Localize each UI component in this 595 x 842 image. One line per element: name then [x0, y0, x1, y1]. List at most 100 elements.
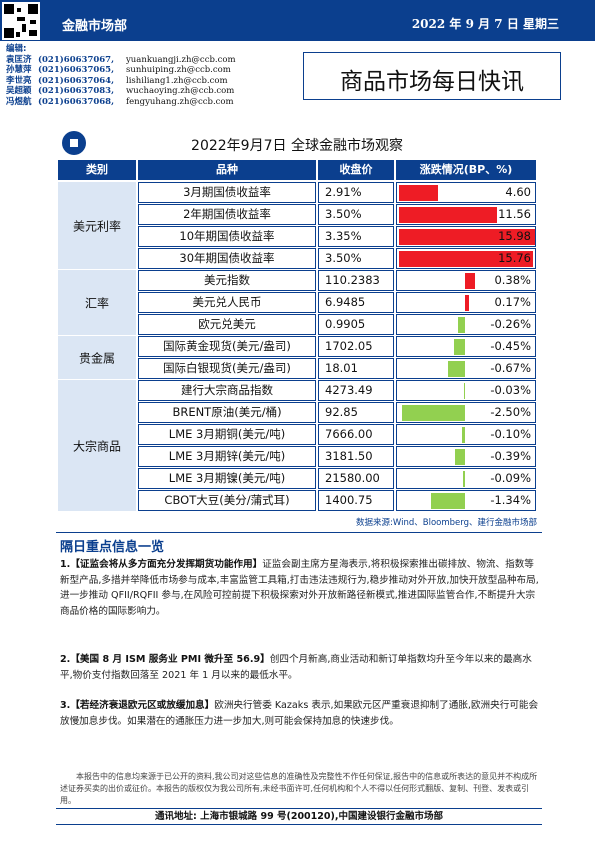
- news-index: 1.: [60, 559, 71, 570]
- instrument-name: 美元兑人民币: [138, 292, 316, 313]
- change-bar: [464, 383, 465, 399]
- ccb-logo-icon: [62, 131, 86, 155]
- closing-price: 3.50%: [318, 204, 394, 225]
- change-value: -0.67%: [490, 361, 531, 375]
- change-value: -2.50%: [490, 405, 531, 419]
- qr-code-icon: [2, 2, 40, 40]
- change-bar: [399, 207, 498, 223]
- editor-row: 袁匡济 (021)60637067, yuankuangji.zh@ccb.com: [6, 55, 296, 66]
- instrument-name: LME 3月期镍(美元/吨): [138, 468, 316, 489]
- change-value: -0.26%: [490, 317, 531, 331]
- closing-price: 1400.75: [318, 490, 394, 511]
- editor-phone: (021)60637068,: [38, 96, 115, 107]
- disclaimer: 本报告中的信息均来源于已公开的资料,我公司对这些信息的准确性及完整性不作任何保证…: [60, 772, 538, 805]
- editor-phone: (021)60637065,: [38, 65, 115, 75]
- change-value: 15.98: [498, 229, 531, 243]
- instrument-name: LME 3月期铜(美元/吨): [138, 424, 316, 445]
- instrument-name: CBOT大豆(美分/蒲式耳): [138, 490, 316, 511]
- change-cell: -0.45%: [396, 336, 536, 357]
- category-label: 大宗商品: [72, 439, 121, 453]
- editor-name: 李世亮: [6, 75, 32, 86]
- change-bar: [455, 449, 465, 465]
- header-bar: 金融市场部 2022 年 9 月 7 日 星期三: [0, 0, 595, 41]
- change-value: 0.38%: [494, 273, 531, 287]
- change-value: 0.17%: [494, 295, 531, 309]
- change-cell: 4.60: [396, 182, 536, 203]
- change-bar: [399, 251, 533, 267]
- change-value: -1.34%: [490, 493, 531, 507]
- footer-address: 通讯地址: 上海市银城路 99 号(200120),中国建设银行金融市场部: [56, 808, 542, 825]
- editor-email[interactable]: lishiliang1.zh@ccb.com: [126, 75, 228, 86]
- change-bar: [399, 229, 535, 245]
- news-headline: 【若经济衰退欧元区或放缓加息】: [70, 700, 215, 711]
- editors-label: 编辑:: [6, 44, 27, 54]
- news-item: 3.【若经济衰退欧元区或放缓加息】欧洲央行管委 Kazaks 表示,如果欧元区严…: [60, 698, 540, 729]
- news-headline: 【美国 8 月 ISM 服务业 PMI 微升至 56.9】: [70, 654, 270, 665]
- change-value: -0.10%: [490, 427, 531, 441]
- change-value: 11.56: [498, 207, 531, 221]
- instrument-name: LME 3月期锌(美元/吨): [138, 446, 316, 467]
- change-value: -0.09%: [490, 471, 531, 485]
- report-title-box: 商品市场每日快讯: [303, 52, 561, 100]
- editor-row: 冯煜航 (021)60637068, fengyuhang.zh@ccb.com: [6, 97, 296, 108]
- instrument-name: 2年期国债收益率: [138, 204, 316, 225]
- report-date: 2022 年 9 月 7 日 星期三: [411, 17, 559, 31]
- instrument-name: 10年期国债收益率: [138, 226, 316, 247]
- table-header-cell: 品种: [138, 160, 316, 180]
- closing-price: 110.2383: [318, 270, 394, 291]
- change-bar: [401, 405, 465, 421]
- change-bar: [453, 339, 465, 355]
- editor-row: 吴超颖 (021)60637083, wuchaoying.zh@ccb.com: [6, 86, 296, 97]
- change-cell: -0.10%: [396, 424, 536, 445]
- category-cell: 贵金属: [58, 336, 136, 379]
- department-name: 金融市场部: [62, 19, 128, 34]
- closing-price: 21580.00: [318, 468, 394, 489]
- report-title: 商品市场每日快讯: [340, 69, 524, 95]
- category-label: 汇率: [84, 296, 109, 310]
- table-title: 2022年9月7日 全球金融市场观察: [191, 138, 403, 154]
- editor-email[interactable]: wuchaoying.zh@ccb.com: [126, 86, 235, 96]
- closing-price: 3.35%: [318, 226, 394, 247]
- editor-email[interactable]: fengyuhang.zh@ccb.com: [126, 96, 234, 107]
- change-value: 15.76: [498, 251, 531, 265]
- change-cell: 11.56: [396, 204, 536, 225]
- instrument-name: BRENT原油(美元/桶): [138, 402, 316, 423]
- editor-email[interactable]: yuankuangji.zh@ccb.com: [126, 54, 236, 65]
- table-header-cell: 涨跌情况(BP、%): [396, 160, 536, 180]
- editor-name: 袁匡济: [6, 54, 32, 65]
- change-bar: [447, 361, 465, 377]
- news-section-header: 隔日重点信息一览: [56, 532, 542, 555]
- news-section-title: 隔日重点信息一览: [60, 540, 165, 555]
- news-index: 2.: [60, 654, 71, 665]
- instrument-name: 30年期国债收益率: [138, 248, 316, 269]
- change-bar: [465, 295, 470, 311]
- instrument-name: 美元指数: [138, 270, 316, 291]
- change-value: -0.39%: [490, 449, 531, 463]
- closing-price: 7666.00: [318, 424, 394, 445]
- closing-price: 1702.05: [318, 336, 394, 357]
- editor-name: 吴超颖: [6, 86, 32, 96]
- news-headline: 【证监会将从多方面充分发挥期货功能作用】: [70, 559, 263, 570]
- change-cell: -1.34%: [396, 490, 536, 511]
- editor-phone: (021)60637064,: [38, 75, 115, 86]
- news-index: 3.: [60, 700, 71, 711]
- change-cell: 15.98: [396, 226, 536, 247]
- change-bar: [462, 471, 465, 487]
- editor-email[interactable]: sunhuiping.zh@ccb.com: [126, 65, 231, 75]
- editor-phone: (021)60637083,: [38, 86, 115, 96]
- change-cell: -2.50%: [396, 402, 536, 423]
- category-cell: 汇率: [58, 270, 136, 335]
- editor-name: 孙慧萍: [6, 65, 32, 75]
- closing-price: 0.9905: [318, 314, 394, 335]
- change-cell: 15.76: [396, 248, 536, 269]
- category-cell: 美元利率: [58, 182, 136, 269]
- instrument-name: 3月期国债收益率: [138, 182, 316, 203]
- closing-price: 2.91%: [318, 182, 394, 203]
- table-header-cell: 收盘价: [318, 160, 394, 180]
- category-label: 贵金属: [78, 351, 115, 365]
- table-header-cell: 类别: [58, 160, 136, 180]
- editor-phone: (021)60637067,: [38, 54, 115, 65]
- news-body: 证监会副主席方星海表示,将积极探索推出碳排放、物流、指数等新型产品,多措并举降低…: [60, 559, 539, 617]
- change-bar: [399, 185, 439, 201]
- change-value: -0.03%: [490, 383, 531, 397]
